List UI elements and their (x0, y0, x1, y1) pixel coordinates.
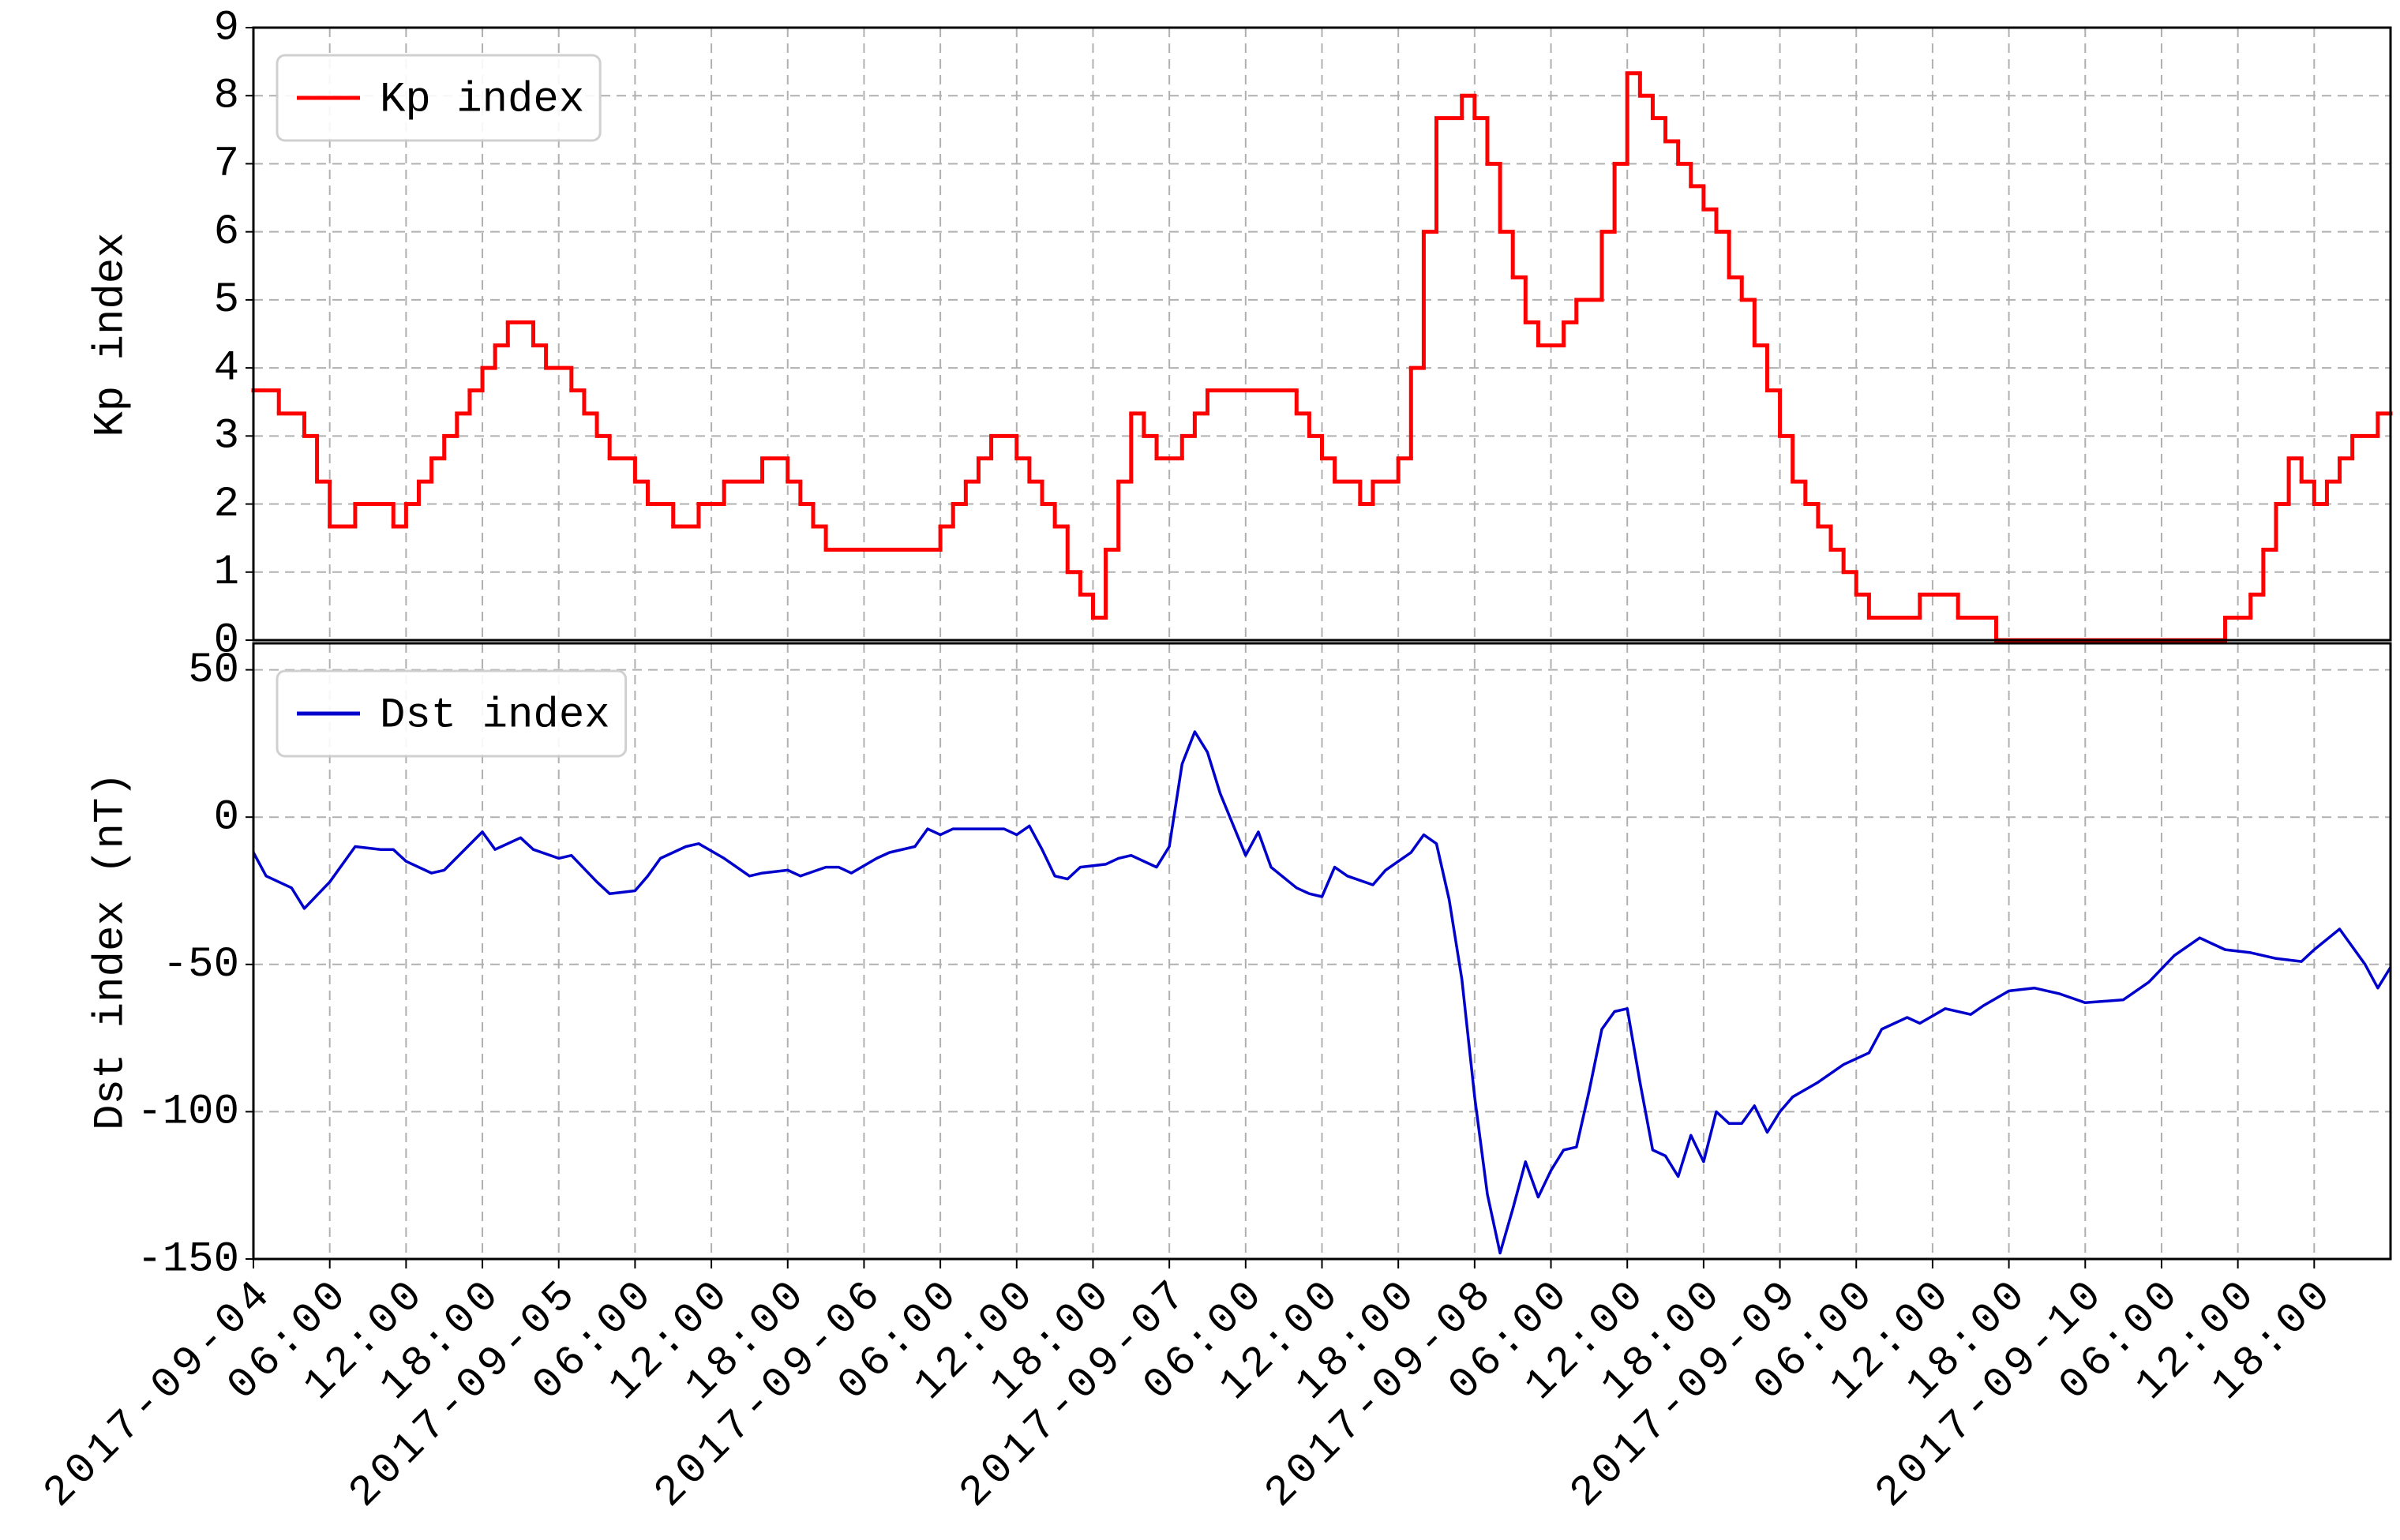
y-tick-label: -150 (137, 1235, 239, 1283)
y-axis-label: Dst index (nT) (87, 772, 135, 1130)
y-tick-label: 4 (214, 344, 239, 392)
y-tick-label: 0 (214, 616, 239, 665)
y-tick-label: 2 (214, 481, 239, 529)
y-tick-label: 0 (214, 793, 239, 841)
y-tick-label: -100 (137, 1088, 239, 1137)
y-tick-label: 1 (214, 549, 239, 597)
y-tick-label: 6 (214, 208, 239, 257)
y-tick-label: 5 (214, 276, 239, 324)
y-tick-label: 50 (188, 646, 239, 695)
y-axis-label: Kp index (87, 232, 135, 437)
y-tick-label: 8 (214, 72, 239, 120)
legend-label: Dst index (380, 691, 610, 740)
y-tick-label: 7 (214, 141, 239, 189)
y-tick-label: 9 (214, 4, 239, 52)
axes-frame (252, 26, 2392, 642)
legend-label: Kp index (380, 76, 584, 124)
legend-box (276, 54, 602, 142)
legend-box (276, 669, 628, 758)
y-tick-label: 3 (214, 413, 239, 461)
y-tick-label: -50 (163, 941, 239, 989)
data-line (252, 730, 2392, 1255)
